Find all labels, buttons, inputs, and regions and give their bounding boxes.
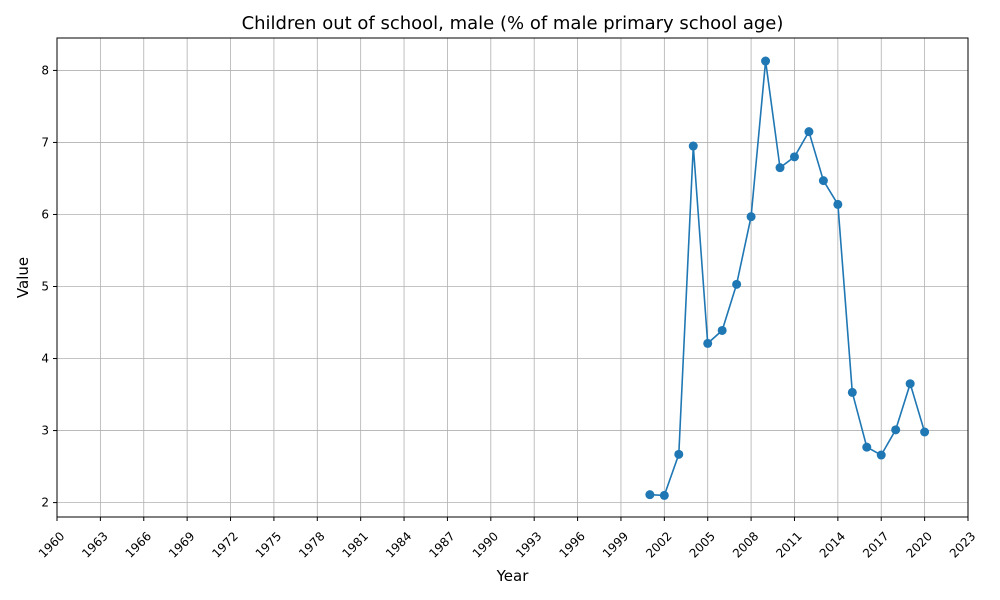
data-points	[645, 56, 930, 500]
data-point	[761, 56, 771, 66]
x-tick-label: 1996	[556, 529, 587, 560]
chart-title: Children out of school, male (% of male …	[242, 13, 784, 34]
x-tick-label: 1969	[166, 529, 197, 560]
data-point	[688, 141, 698, 151]
data-point	[732, 279, 742, 289]
x-tick-label: 1972	[209, 529, 240, 560]
data-point	[862, 442, 872, 452]
x-tick-label: 1981	[340, 529, 371, 560]
y-tick-label: 8	[41, 63, 49, 77]
data-point	[818, 176, 828, 186]
x-tick-label: 1987	[426, 529, 457, 560]
y-tick-label: 3	[41, 424, 49, 438]
data-point	[775, 163, 785, 173]
x-tick-label: 1975	[253, 529, 284, 560]
x-tick-label: 2017	[860, 529, 891, 560]
data-point	[905, 379, 915, 389]
x-tick-label: 1978	[296, 529, 327, 560]
x-axis-ticks: 1960 1963 1966 1969 1972 1975 1978 1981 1984 1987…	[36, 517, 978, 561]
x-tick-label: 1999	[600, 529, 631, 560]
x-axis-label: Year	[496, 567, 530, 585]
x-tick-label: 1990	[470, 529, 501, 560]
y-axis-label: Value	[14, 257, 32, 298]
data-point	[789, 152, 799, 162]
data-point	[645, 490, 655, 500]
y-tick-label: 6	[41, 207, 49, 221]
x-tick-label: 2008	[730, 529, 761, 560]
data-point	[717, 325, 727, 335]
y-tick-label: 2	[41, 496, 49, 510]
data-point	[804, 127, 814, 137]
x-tick-label: 1966	[123, 529, 154, 560]
x-tick-label: 1993	[513, 529, 544, 560]
grid-lines	[56, 38, 969, 517]
data-point	[833, 199, 843, 209]
x-tick-label: 2014	[817, 529, 848, 560]
x-tick-label: 2005	[687, 529, 718, 560]
x-tick-label: 2011	[773, 529, 804, 560]
x-tick-label: 1984	[383, 529, 414, 560]
x-tick-label: 2020	[903, 529, 934, 560]
y-tick-label: 5	[41, 280, 49, 294]
data-point	[876, 450, 886, 460]
x-tick-label: 1960	[36, 529, 67, 560]
y-axis-ticks: 2 3 4 5 6 7 8	[41, 63, 57, 510]
plot-area-frame	[56, 37, 969, 518]
data-point	[703, 338, 713, 348]
data-point	[847, 387, 857, 397]
x-tick-label: 2023	[947, 529, 978, 560]
data-point	[746, 212, 756, 222]
data-point	[891, 425, 901, 435]
data-point	[920, 427, 930, 437]
x-tick-label: 1963	[79, 529, 110, 560]
data-point	[674, 449, 684, 459]
y-tick-label: 4	[41, 352, 49, 366]
x-tick-label: 2002	[643, 529, 674, 560]
data-point	[659, 490, 669, 500]
y-tick-label: 7	[41, 135, 49, 149]
